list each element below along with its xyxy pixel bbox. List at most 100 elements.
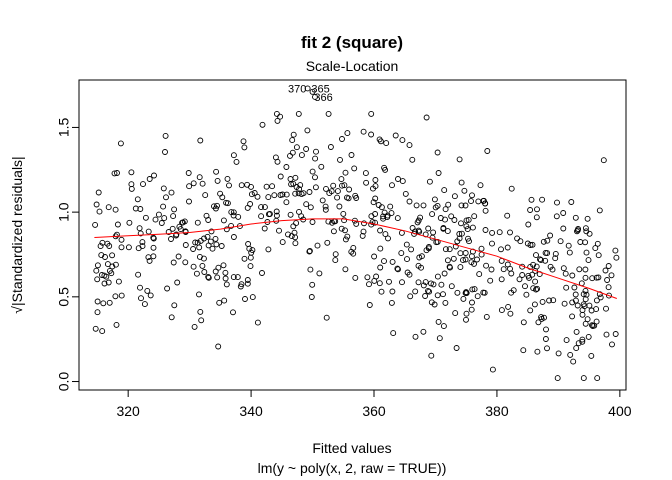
scatter-point [464, 226, 471, 233]
scatter-point [430, 281, 437, 288]
scatter-point [579, 338, 586, 345]
scatter-point [218, 243, 225, 249]
scatter-point [592, 245, 599, 252]
scatter-point [389, 288, 396, 295]
highlighted-point [309, 88, 316, 95]
scatter-point [465, 235, 471, 242]
scatter-point [214, 274, 221, 281]
scatter-point [277, 173, 284, 180]
scatter-point [586, 302, 593, 309]
scatter-point [418, 264, 424, 271]
scatter-point [341, 182, 348, 189]
scatter-point [602, 267, 609, 274]
scatter-point [221, 297, 228, 304]
scatter-point [469, 286, 476, 293]
scatter-point [204, 233, 211, 240]
scatter-point [150, 244, 157, 251]
scatter-point [583, 249, 590, 256]
scatter-point [573, 328, 580, 335]
scatter-point [430, 229, 437, 236]
scatter-point [313, 148, 319, 155]
scatter-point [92, 221, 99, 228]
scatter-point [498, 307, 505, 314]
scatter-point [580, 291, 587, 298]
scatter-point [555, 350, 562, 357]
scatter-point [605, 263, 612, 269]
scatter-point [161, 215, 168, 222]
scatter-point [330, 182, 337, 189]
x-axis-sublabel: lm(y ~ poly(x, 2, raw = TRUE)) [258, 460, 447, 476]
scatter-point [224, 175, 231, 182]
scatter-point [128, 185, 135, 192]
scatter-point [398, 229, 405, 236]
scatter-point [342, 227, 348, 234]
scatter-point [482, 207, 489, 214]
scatter-point [554, 375, 561, 382]
scatter-point [363, 179, 370, 186]
scatter-point [334, 188, 341, 195]
scatter-point [238, 281, 245, 288]
scatter-point [451, 217, 458, 223]
scatter-point [505, 303, 512, 310]
scatter-point [603, 305, 609, 312]
scatter-point [572, 297, 579, 304]
scatter-point [202, 192, 209, 199]
scatter-point [456, 235, 463, 242]
scatter-point [385, 235, 391, 242]
scatter-point [94, 262, 101, 269]
scatter-point [230, 152, 237, 159]
scatter-point [420, 328, 427, 335]
scatter-point [344, 194, 350, 201]
scatter-point [580, 375, 587, 382]
scatter-point [380, 213, 387, 220]
scatter-point [489, 229, 496, 236]
scatter-point [240, 138, 247, 145]
y-tick-label: 1.5 [56, 117, 72, 137]
scatter-point [329, 219, 336, 226]
scatter-point [589, 322, 595, 329]
scatter-point [450, 255, 457, 262]
scatter-point [216, 299, 223, 306]
scatter-point [600, 157, 607, 164]
scatter-point [504, 244, 511, 251]
scatter-point [285, 231, 291, 238]
scatter-point [571, 284, 578, 291]
scatter-point [192, 239, 199, 246]
scatter-point [517, 238, 524, 245]
scatter-point [389, 182, 395, 189]
scatter-point [452, 310, 459, 317]
scatter-point [177, 226, 184, 233]
scatter-point [504, 212, 511, 219]
scatter-point [168, 189, 175, 196]
scatter-point [435, 170, 442, 176]
scatter-point [475, 198, 482, 205]
scatter-point [406, 271, 413, 278]
scatter-point [230, 274, 237, 281]
scatter-point [482, 200, 489, 207]
scatter-point [468, 253, 475, 260]
scatter-point [150, 253, 157, 260]
scatter-point [593, 306, 600, 313]
scatter-point [554, 199, 560, 206]
scatter-point [259, 270, 265, 276]
scatter-point [336, 203, 343, 210]
scatter-point [99, 328, 106, 335]
scatter-point [409, 225, 416, 231]
scatter-point [106, 299, 113, 306]
scatter-point [573, 345, 580, 352]
scatter-point [541, 314, 547, 321]
scatter-point [508, 185, 515, 192]
scatter-point [432, 204, 439, 211]
scatter-point [589, 275, 596, 282]
scatter-point [109, 263, 116, 270]
scatter-point [469, 224, 476, 231]
chart-title: fit 2 (square) [301, 33, 403, 52]
scatter-point [342, 169, 349, 176]
scatter-point [448, 213, 455, 220]
scatter-point [185, 170, 192, 176]
scatter-point [417, 214, 424, 221]
scatter-point [271, 192, 278, 199]
scatter-point [596, 291, 603, 298]
y-tick-label: 0.5 [56, 287, 72, 307]
